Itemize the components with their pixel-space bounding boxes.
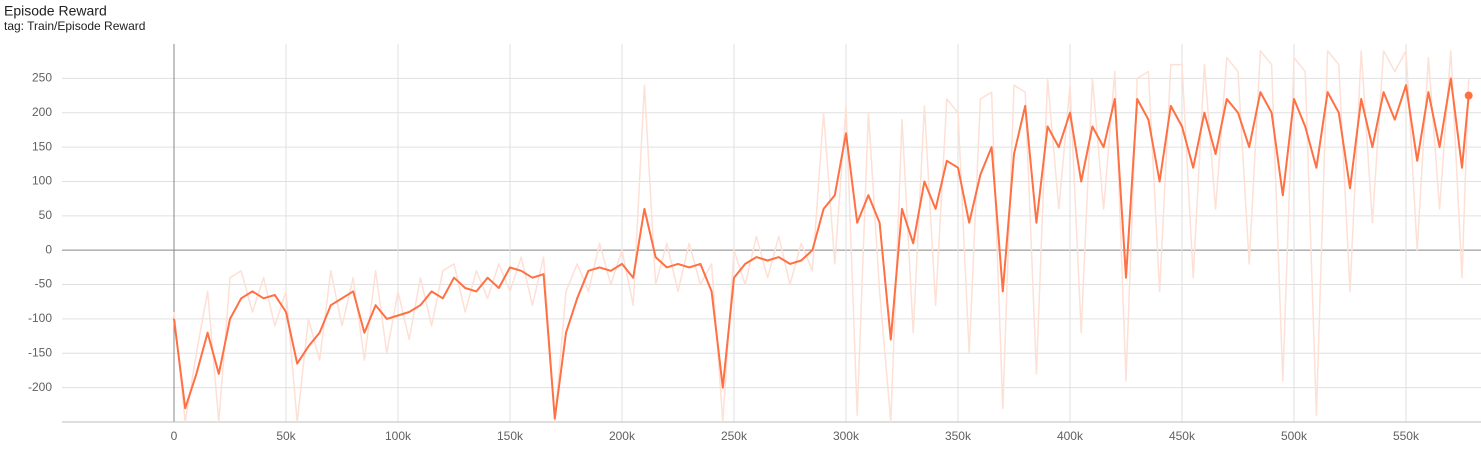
y-tick-label: 100 [32, 174, 52, 188]
x-tick-label: 450k [1169, 429, 1196, 443]
x-tick-label: 200k [609, 429, 636, 443]
y-tick-label: 200 [32, 105, 52, 119]
x-tick-label: 400k [1057, 429, 1084, 443]
y-tick-label: 250 [32, 71, 52, 85]
y-tick-label: -100 [28, 311, 52, 325]
chart-subtitle: tag: Train/Episode Reward [4, 19, 145, 33]
x-tick-label: 350k [945, 429, 972, 443]
x-tick-label: 250k [721, 429, 748, 443]
x-tick-label: 300k [833, 429, 860, 443]
y-tick-label: 150 [32, 139, 52, 153]
grid [62, 44, 1481, 423]
chart-title: Episode Reward [4, 3, 107, 19]
x-tick-label: 50k [276, 429, 296, 443]
y-tick-label: -200 [28, 380, 52, 394]
y-tick-label: 50 [39, 208, 53, 222]
plot-area [173, 50, 1473, 422]
x-tick-label: 550k [1393, 429, 1420, 443]
x-tick-label: 0 [171, 429, 178, 443]
y-tick-label: 0 [45, 242, 52, 256]
last-point [1464, 91, 1473, 100]
y-tick-label: -150 [28, 345, 52, 359]
x-tick-label: 500k [1281, 429, 1308, 443]
x-tick-label: 100k [385, 429, 412, 443]
x-tick-label: 150k [497, 429, 524, 443]
series-line [173, 77, 1470, 420]
series-line [173, 50, 1470, 422]
y-tick-label: -50 [35, 277, 53, 291]
